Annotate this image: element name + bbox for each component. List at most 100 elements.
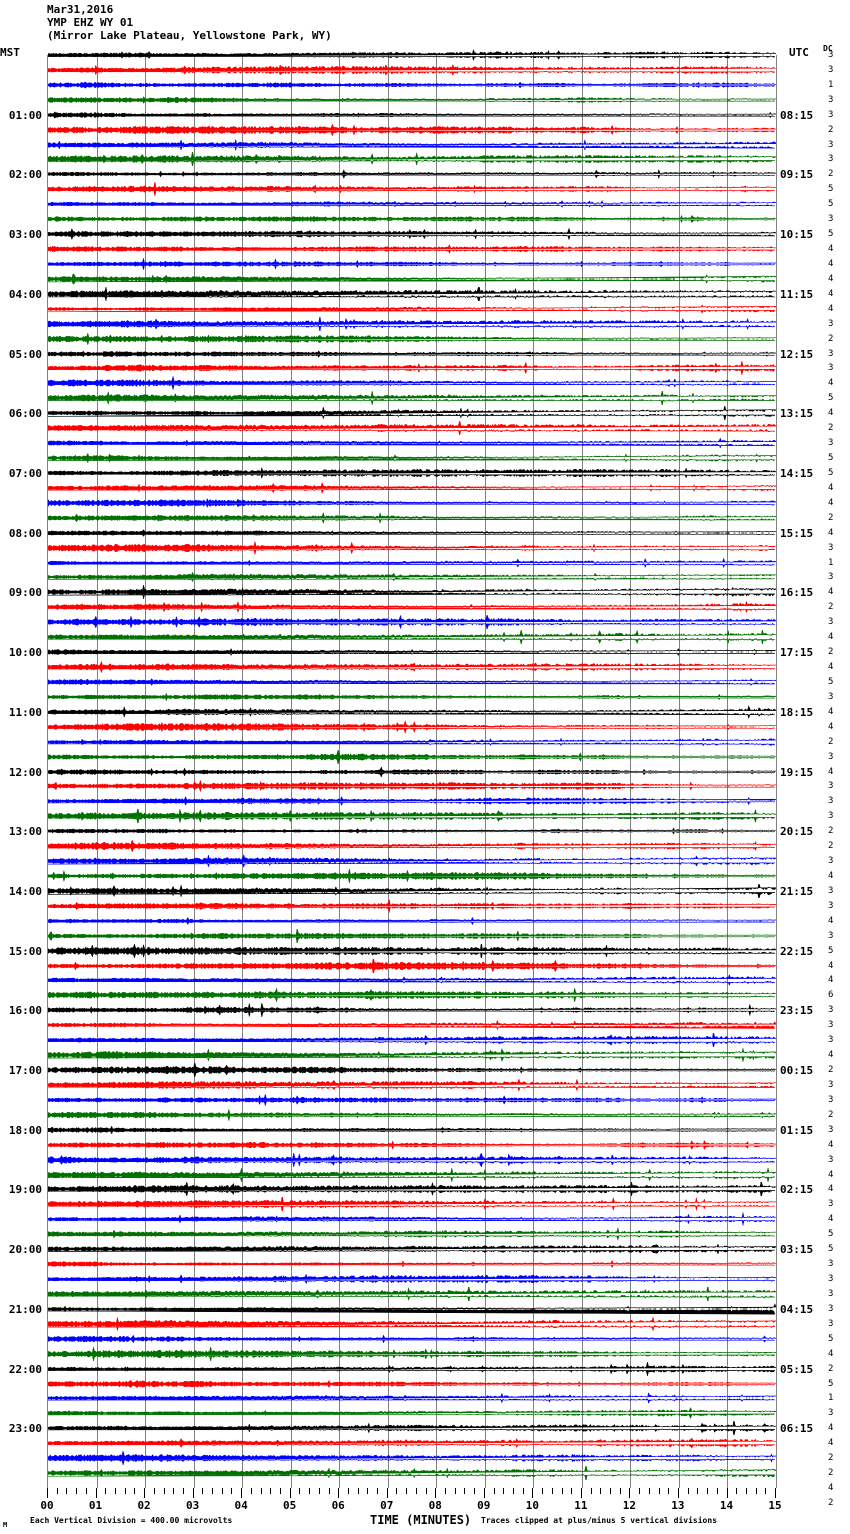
footer-scale-note: Each Vertical Division = 400.00 microvol…: [30, 1516, 233, 1525]
dc-value: 4: [828, 975, 834, 986]
seismic-trace: [48, 883, 776, 898]
utc-time-label: 12:15: [780, 347, 814, 361]
seismic-trace: [48, 570, 776, 584]
dc-value: 3: [828, 781, 834, 792]
x-axis-ticks: [47, 1488, 776, 1498]
utc-time-label: 13:15: [780, 407, 814, 421]
x-tick-minor: [736, 1488, 738, 1494]
dc-value: 4: [828, 303, 834, 314]
dc-value: 2: [828, 333, 834, 344]
seismic-trace: [48, 645, 776, 659]
x-tick-label: 13: [671, 1499, 685, 1512]
seismic-trace: [48, 1048, 776, 1063]
mst-time-label: 17:00: [8, 1064, 42, 1078]
seismic-trace: [48, 286, 776, 301]
utc-time-label: 02:15: [780, 1183, 814, 1197]
x-tick-major: [95, 1488, 97, 1498]
x-tick-label: 00: [40, 1499, 54, 1512]
seismic-trace: [48, 1003, 776, 1018]
utc-time-label: 06:15: [780, 1422, 814, 1436]
x-axis-title: TIME (MINUTES): [370, 1513, 472, 1527]
seismic-trace: [48, 630, 776, 645]
dc-value: 4: [828, 1348, 834, 1359]
dc-value: 4: [828, 258, 834, 269]
mst-axis-label: MST: [0, 46, 20, 59]
dc-value: 3: [828, 154, 834, 165]
x-tick-major: [338, 1488, 340, 1498]
x-tick-minor: [716, 1488, 718, 1494]
x-tick-minor: [250, 1488, 252, 1494]
seismic-trace: [48, 1227, 776, 1242]
seismic-trace: [48, 1302, 776, 1316]
seismic-trace: [48, 765, 776, 779]
x-tick-minor: [658, 1488, 660, 1494]
x-tick-minor: [105, 1488, 107, 1494]
x-tick-minor: [173, 1488, 175, 1494]
seismic-trace: [48, 1063, 776, 1078]
x-tick-minor: [619, 1488, 621, 1494]
dc-value: 5: [828, 393, 834, 404]
x-tick-minor: [610, 1488, 611, 1494]
x-tick-minor: [163, 1488, 165, 1494]
seismic-trace: [48, 719, 776, 734]
dc-value: 3: [828, 50, 834, 60]
seismic-trace: [48, 1108, 776, 1122]
x-tick-minor: [134, 1488, 136, 1494]
dc-value: 2: [828, 1497, 834, 1508]
seismic-trace: [48, 108, 776, 122]
x-tick-major: [386, 1488, 388, 1498]
vertical-gridline: [582, 55, 583, 1488]
dc-value: 2: [828, 647, 834, 658]
dc-value: 4: [828, 587, 834, 598]
x-tick-major: [677, 1488, 679, 1498]
seismic-trace: [48, 496, 776, 510]
seismic-trace: [48, 794, 776, 808]
dc-value: 4: [828, 870, 834, 881]
x-tick-label: 15: [768, 1499, 782, 1512]
seismic-trace: [48, 1361, 776, 1376]
x-tick-minor: [561, 1488, 563, 1494]
seismic-trace: [48, 1257, 776, 1271]
seismic-trace: [48, 868, 776, 883]
seismic-trace: [48, 331, 776, 346]
dc-value: 4: [828, 1214, 834, 1225]
seismic-trace: [48, 167, 776, 181]
x-tick-minor: [707, 1488, 709, 1494]
dc-value: 3: [828, 1079, 834, 1090]
x-tick-label: 02: [137, 1499, 151, 1512]
vertical-gridline: [727, 55, 728, 1488]
seismic-trace: [48, 824, 776, 838]
x-tick-minor: [406, 1488, 408, 1494]
seismic-trace: [48, 123, 776, 137]
seismic-trace: [48, 227, 776, 241]
x-tick-minor: [85, 1488, 87, 1494]
utc-time-label: 04:15: [780, 1302, 814, 1316]
mst-time-label: 21:00: [8, 1302, 42, 1316]
seismic-trace: [48, 242, 776, 256]
vertical-gridline: [630, 55, 631, 1488]
utc-time-label: 09:15: [780, 168, 814, 182]
dc-value: 2: [828, 1453, 834, 1464]
x-tick-minor: [425, 1488, 427, 1494]
header-location: (Mirror Lake Plateau, Yellowstone Park, …: [47, 29, 332, 42]
seismic-trace: [48, 1436, 776, 1450]
seismic-trace: [48, 481, 776, 495]
seismic-trace: [48, 690, 776, 704]
x-tick-minor: [153, 1488, 155, 1494]
x-tick-minor: [639, 1488, 641, 1494]
dc-value: 3: [828, 751, 834, 762]
seismic-trace: [48, 1272, 776, 1286]
dc-value: 3: [828, 94, 834, 105]
dc-value: 2: [828, 169, 834, 180]
dc-value: 4: [828, 1050, 834, 1061]
x-tick-minor: [221, 1488, 223, 1494]
dc-value: 6: [828, 990, 834, 1001]
dc-value: 3: [828, 1199, 834, 1210]
dc-value: 4: [828, 1139, 834, 1150]
utc-time-label: 11:15: [780, 287, 814, 301]
mst-time-label: 01:00: [8, 108, 42, 122]
seismic-trace: [48, 854, 776, 869]
seismic-trace: [48, 1138, 776, 1152]
dc-value: 5: [828, 199, 834, 210]
seismic-trace: [48, 361, 776, 376]
